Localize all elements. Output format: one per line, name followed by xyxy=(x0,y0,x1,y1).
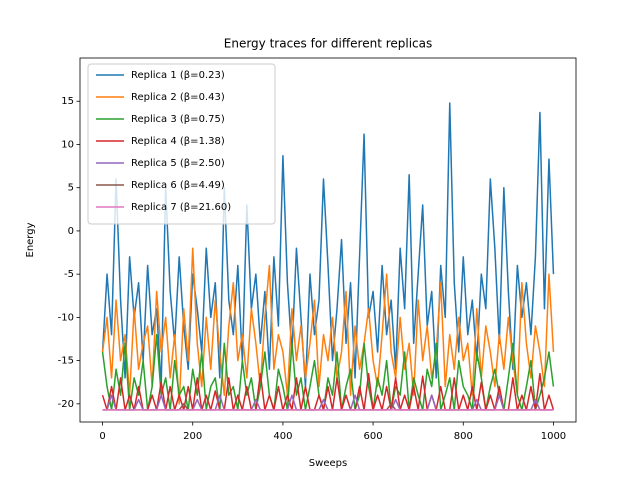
legend-label: Replica 3 (β=0.75) xyxy=(131,114,225,125)
series-line xyxy=(101,333,555,411)
x-tick-label: 0 xyxy=(99,431,105,442)
legend-label: Replica 7 (β=21.60) xyxy=(131,202,231,213)
x-tick-label: 200 xyxy=(183,431,202,442)
y-tick-label: -20 xyxy=(58,399,74,410)
y-tick-label: -15 xyxy=(58,356,74,367)
series-line xyxy=(101,372,555,411)
y-tick-label: 10 xyxy=(61,139,74,150)
y-tick-label: -5 xyxy=(64,269,74,280)
legend-label: Replica 1 (β=0.23) xyxy=(131,70,225,81)
legend-box xyxy=(87,63,276,225)
y-tick-label: 15 xyxy=(61,96,74,107)
x-tick-label: 1000 xyxy=(541,431,566,442)
legend-label: Replica 2 (β=0.43) xyxy=(131,92,225,103)
axes-frame xyxy=(79,57,577,423)
y-tick-label: 0 xyxy=(68,226,74,237)
chart-title: Energy traces for different replicas xyxy=(224,37,433,51)
x-axis-label: Sweeps xyxy=(309,458,347,469)
y-tick-label: 5 xyxy=(68,183,74,194)
x-tick-label: 400 xyxy=(273,431,292,442)
legend-label: Replica 5 (β=2.50) xyxy=(131,158,225,169)
legend-label: Replica 6 (β=4.49) xyxy=(131,180,225,191)
x-tick-label: 600 xyxy=(364,431,383,442)
y-axis-label: Energy xyxy=(25,222,36,257)
x-tick-label: 800 xyxy=(454,431,473,442)
y-tick-label: -10 xyxy=(58,312,74,323)
legend-label: Replica 4 (β=1.38) xyxy=(131,136,225,147)
